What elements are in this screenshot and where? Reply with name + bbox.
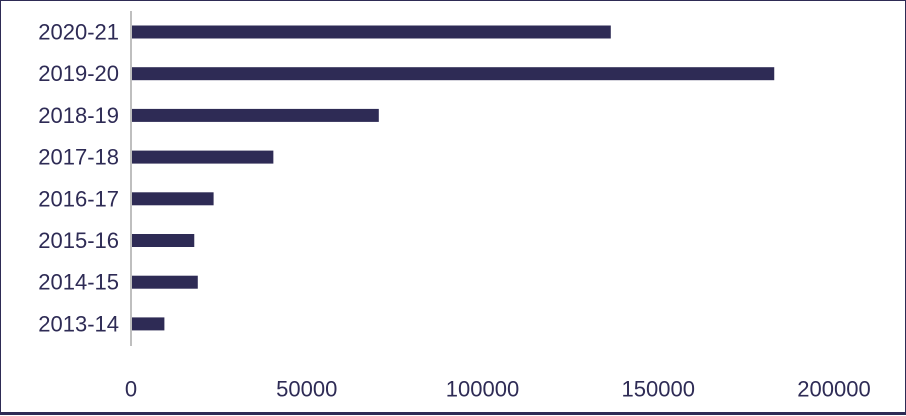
bar-2015-16 [131, 234, 195, 247]
category-label: 2017-18 [38, 145, 119, 170]
x-tick-label: 200000 [797, 377, 870, 402]
x-tick-label: 100000 [446, 377, 519, 402]
bar-2016-17 [131, 192, 214, 206]
category-label: 2019-20 [38, 61, 119, 86]
x-tick-label: 0 [125, 377, 137, 402]
x-tick-label: 150000 [622, 377, 695, 402]
category-label: 2014-15 [38, 270, 119, 295]
category-label: 2016-17 [38, 186, 119, 211]
x-tick-label: 50000 [276, 377, 337, 402]
bar-2017-18 [131, 150, 274, 164]
bars [131, 25, 775, 331]
bar-2018-19 [131, 108, 379, 122]
bar-2020-21 [131, 25, 611, 39]
bar-2019-20 [131, 67, 775, 81]
category-label: 2015-16 [38, 228, 119, 253]
bar-2014-15 [131, 275, 198, 289]
bar-2013-14 [131, 317, 165, 331]
category-label: 2018-19 [38, 103, 119, 128]
category-label: 2020-21 [38, 20, 119, 45]
category-label: 2013-14 [38, 311, 119, 336]
x-tick-labels: 0 50000 100000 150000 200000 [125, 377, 871, 402]
category-labels: 2020-21 2019-20 2018-19 2017-18 2016-17 2015-… [38, 20, 119, 337]
